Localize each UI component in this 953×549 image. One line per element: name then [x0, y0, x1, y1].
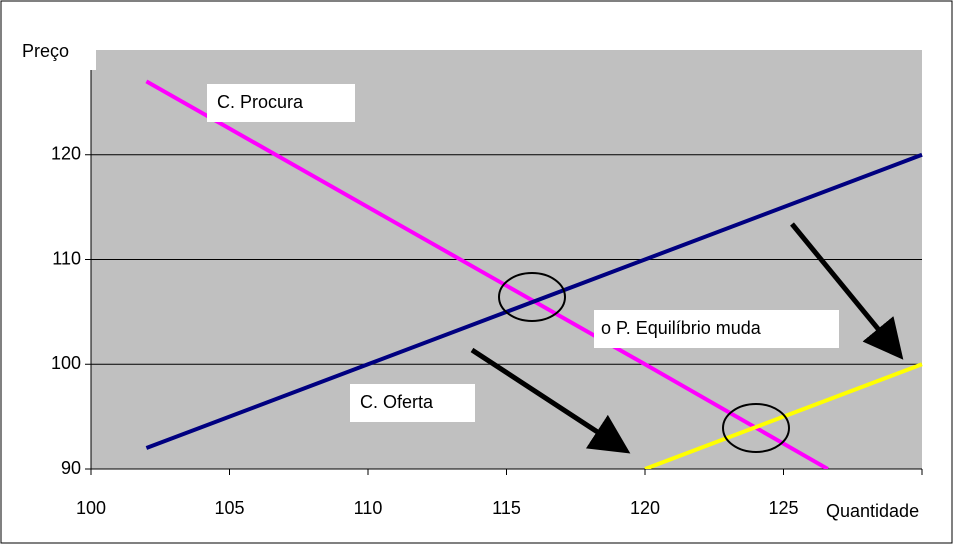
x-tick-label: 115: [492, 498, 521, 518]
x-tick-label: 120: [630, 498, 660, 518]
label-box: [16, 36, 96, 70]
y-tick-label: 120: [51, 144, 81, 164]
series-line: [145, 79, 829, 469]
series-label: C. Oferta: [360, 392, 434, 412]
circle: [722, 403, 790, 453]
y-tick-label: 110: [52, 248, 81, 268]
circle: [498, 272, 566, 322]
y-tick-label: 100: [51, 353, 81, 373]
series-line: [145, 152, 923, 450]
y-axis-label: Preço: [22, 41, 69, 61]
x-tick-label: 110: [354, 498, 383, 518]
x-tick-label: 125: [768, 498, 798, 518]
label-box: [207, 84, 355, 122]
series-label: C. Procura: [217, 92, 304, 112]
x-tick-label: 100: [76, 498, 106, 518]
label-box: [350, 384, 475, 422]
arrow: [790, 222, 904, 360]
x-tick-label: 105: [214, 498, 244, 518]
label-box: [594, 310, 839, 348]
arrow: [470, 347, 631, 454]
annotation: o P. Equilíbrio muda: [601, 318, 762, 338]
x-axis-label: Quantidade: [826, 501, 919, 521]
series-line: [644, 362, 923, 469]
y-tick-label: 90: [61, 458, 81, 478]
